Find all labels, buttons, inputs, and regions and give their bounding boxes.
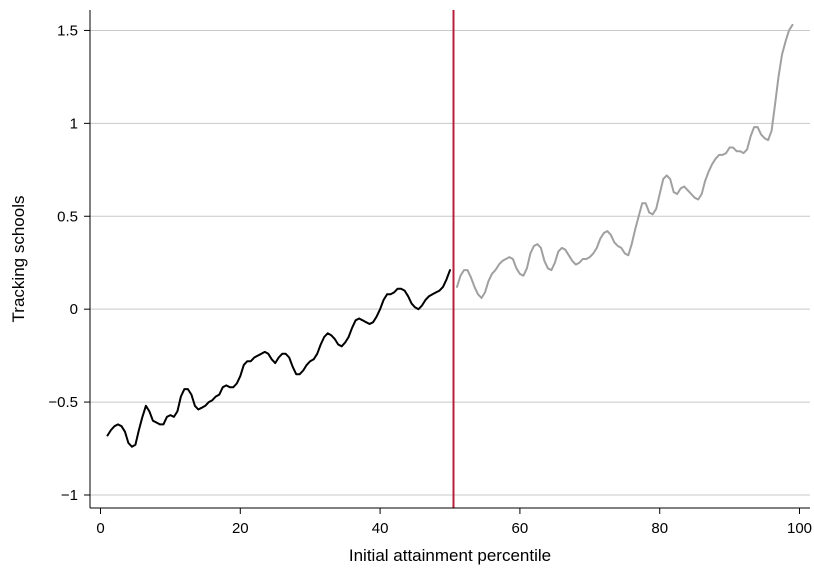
x-tick-label-3: 60 [512, 520, 529, 537]
y-tick-label-4: 1 [70, 115, 78, 132]
x-axis-title: Initial attainment percentile [349, 546, 551, 565]
tick-labels: −1 −0.5 0 0.5 1 1.5 0 20 40 60 80 100 [48, 22, 812, 537]
x-tick-label-2: 40 [372, 520, 389, 537]
y-tick-label-1: −0.5 [48, 394, 78, 411]
y-tick-label-5: 1.5 [57, 22, 78, 39]
y-axis-title: Tracking schools [9, 196, 28, 323]
x-tick-label-0: 0 [96, 520, 104, 537]
series-layer [106, 23, 794, 448]
y-tick-label-3: 0.5 [57, 208, 78, 225]
x-tick-label-5: 100 [787, 520, 812, 537]
x-tick-label-1: 20 [232, 520, 249, 537]
series-line-1 [456, 23, 794, 299]
y-tick-label-2: 0 [70, 301, 78, 318]
y-tick-label-0: −1 [61, 487, 78, 504]
gridlines [90, 29, 810, 496]
series-line-0 [106, 269, 451, 448]
x-tick-label-4: 80 [651, 520, 668, 537]
axes [84, 10, 810, 514]
